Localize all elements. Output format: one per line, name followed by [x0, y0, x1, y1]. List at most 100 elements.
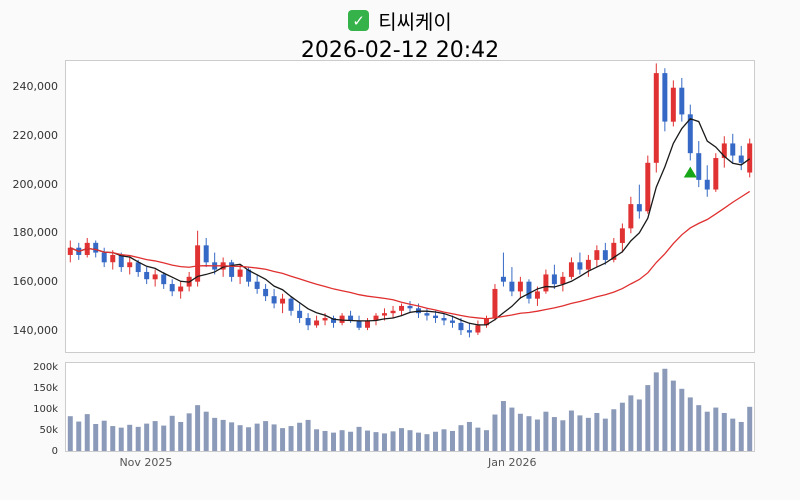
volume-axis-tick-label: 200k	[33, 362, 58, 374]
candle-body	[594, 250, 600, 260]
candle-body	[475, 325, 481, 333]
volume-bar	[662, 368, 668, 451]
volume-bar	[195, 405, 201, 451]
date-axis-tick-label: Nov 2025	[119, 456, 173, 469]
volume-bar	[696, 405, 702, 451]
ma-short-line	[70, 118, 751, 326]
volume-bar	[679, 388, 685, 451]
candle-body	[534, 291, 540, 299]
volume-bar	[229, 422, 235, 451]
candle-body	[229, 262, 235, 277]
candle-body	[500, 276, 506, 282]
volume-bar	[526, 416, 532, 451]
volume-bar	[687, 397, 693, 451]
candle-body	[713, 158, 719, 190]
volume-bar	[169, 415, 175, 451]
candle-body	[662, 73, 668, 122]
volume-bar	[475, 427, 481, 451]
volume-bar	[466, 421, 472, 451]
candle-body	[433, 315, 439, 319]
candle-body	[645, 162, 651, 212]
candle-body	[526, 281, 532, 299]
chart-timestamp: 2026-02-12 20:42	[300, 38, 500, 63]
volume-bar	[551, 417, 557, 451]
candle-body	[577, 262, 583, 270]
candle-body	[373, 315, 379, 321]
candle-body	[679, 87, 685, 115]
volume-bar	[415, 432, 421, 451]
candle-body	[399, 305, 405, 311]
volume-bar	[305, 419, 311, 451]
volume-bar	[93, 424, 99, 451]
volume-bar	[365, 430, 371, 451]
candle-body	[747, 143, 753, 173]
volume-bar	[433, 431, 439, 451]
volume-bar	[730, 418, 736, 451]
volume-bar	[127, 424, 133, 451]
candle-body	[568, 262, 574, 277]
candle-body	[67, 247, 73, 255]
volume-bar	[738, 421, 744, 451]
candle-body	[628, 204, 634, 229]
candle-body	[424, 313, 430, 316]
volume-bar	[356, 426, 362, 451]
candle-body	[636, 204, 642, 212]
volume-axis-tick-label: 50k	[39, 425, 58, 437]
stock-name-title: 티씨케이	[378, 10, 452, 34]
volume-bar	[186, 413, 192, 451]
candle-body	[492, 288, 498, 319]
volume-bar	[458, 425, 464, 451]
candle-body	[288, 298, 294, 311]
candle-body	[237, 269, 243, 277]
volume-bar	[76, 421, 82, 451]
volume-bar	[348, 431, 354, 451]
volume-bar	[212, 417, 218, 451]
candle-body	[696, 153, 702, 180]
candle-body	[178, 286, 184, 292]
volume-axis-tick-label: 150k	[33, 383, 58, 395]
price-axis-tick-label: 140,000	[12, 324, 59, 338]
volume-bar	[161, 425, 167, 451]
candle-body	[704, 179, 710, 190]
volume-bar	[288, 426, 294, 451]
volume-bar	[543, 411, 549, 451]
candle-body	[730, 143, 736, 156]
volume-bar	[373, 432, 379, 451]
candle-body	[305, 318, 311, 326]
volume-bar	[280, 428, 286, 451]
volume-bar	[152, 421, 158, 451]
candle-body	[381, 313, 387, 316]
volume-bar	[602, 418, 608, 451]
checked-checkbox-icon[interactable]: ✓	[348, 10, 370, 31]
candle-body	[101, 252, 107, 263]
candle-body	[449, 320, 455, 323]
volume-bar	[645, 385, 651, 451]
volume-bar	[381, 433, 387, 451]
candle-body	[441, 318, 447, 321]
candle-body	[144, 271, 150, 280]
volume-bar	[636, 399, 642, 451]
volume-bar	[500, 401, 506, 451]
volume-bar	[67, 416, 73, 451]
volume-bar	[339, 430, 345, 451]
volume-bar	[517, 413, 523, 451]
candle-body	[135, 262, 141, 273]
candle-body	[365, 320, 371, 328]
candle-body	[738, 155, 744, 163]
volume-bar	[713, 407, 719, 451]
volume-bar	[747, 406, 753, 451]
candle-body	[203, 245, 209, 263]
check-glyph: ✓	[352, 11, 365, 30]
volume-bar-chart[interactable]	[65, 362, 755, 452]
price-axis-tick-label: 180,000	[12, 226, 59, 240]
volume-bar	[424, 434, 430, 451]
candle-body	[653, 73, 659, 163]
volume-bar	[721, 412, 727, 451]
volume-bar	[101, 420, 107, 451]
volume-bar	[619, 402, 625, 451]
volume-bar	[449, 430, 455, 451]
candle-body	[314, 320, 320, 326]
volume-bar	[118, 427, 124, 451]
candlestick-price-chart[interactable]	[65, 60, 755, 353]
candle-body	[517, 281, 523, 292]
